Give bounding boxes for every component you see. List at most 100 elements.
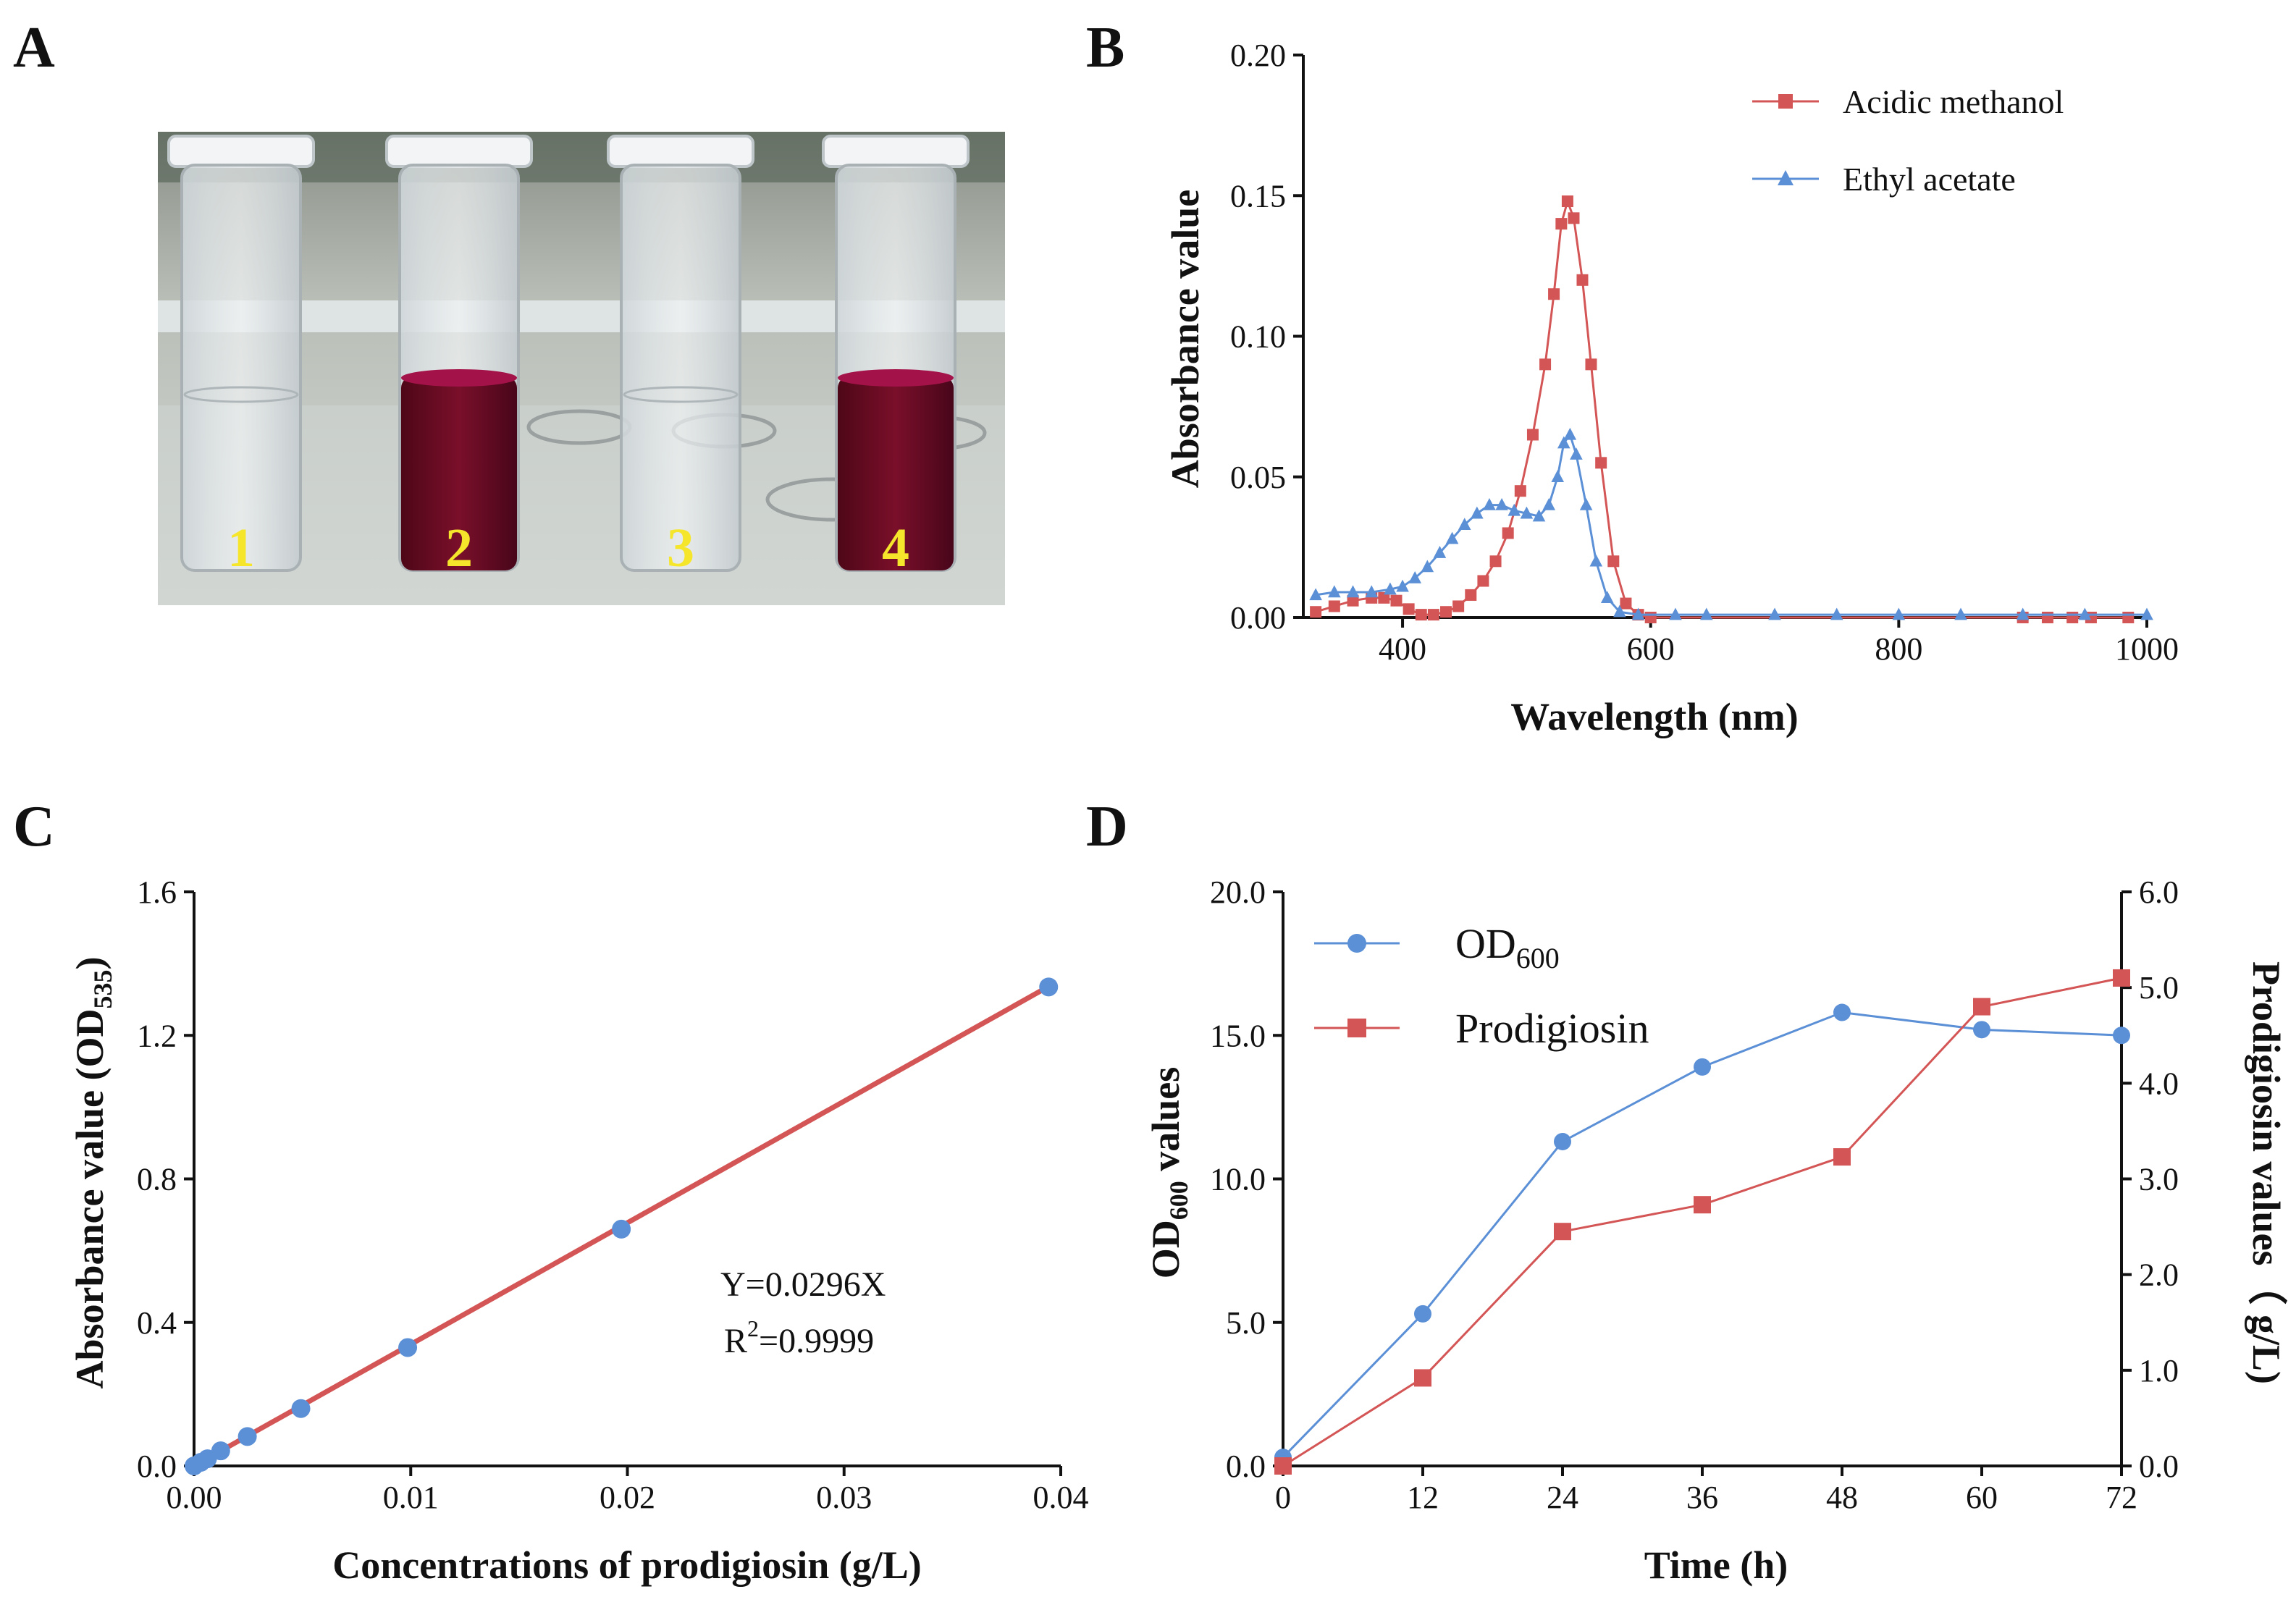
chart-c-ylabel-sub: 535 xyxy=(88,969,117,1008)
chart-b-point xyxy=(1384,582,1397,595)
legend-label-main: Prodigiosin xyxy=(1455,1005,1649,1052)
chart-b-point xyxy=(2041,612,2053,623)
panel-letter-a: A xyxy=(13,16,55,80)
tubes: 1 2 3 4 xyxy=(167,135,970,578)
chart-b-point xyxy=(1570,447,1583,460)
chart-d-xtick-label: 36 xyxy=(1686,1480,1718,1515)
panel-a: A xyxy=(13,16,1005,605)
legend-marker xyxy=(1347,1019,1366,1037)
tube-1: 1 xyxy=(167,135,315,578)
chart-d-xtick-label: 48 xyxy=(1826,1480,1858,1515)
chart-d-axes: 0.0 5.0 10.0 15.0 20.0 0.0 1.0 2.0 3.0 4.0 5.0 6.0 0… xyxy=(1210,874,2179,1515)
chart-b-ylabel: Absorbance value xyxy=(1164,190,1207,489)
chart-b-point xyxy=(1458,518,1471,530)
chart-d-ylabel-left-rest: values xyxy=(1144,1067,1187,1181)
chart-d-ytick-left-label: 15.0 xyxy=(1210,1018,1266,1053)
tube-2: 2 xyxy=(385,135,533,578)
chart-b-point xyxy=(1555,218,1568,230)
chart-b-point xyxy=(1561,195,1573,208)
chart-c-ytick-label: 1.6 xyxy=(137,874,177,910)
chart-d-xtick-label: 12 xyxy=(1407,1480,1439,1515)
chart-d-ytick-right-label: 3.0 xyxy=(2139,1162,2179,1197)
tube-cap xyxy=(822,135,970,168)
chart-b-point xyxy=(2122,612,2135,623)
tube-label: 1 xyxy=(227,518,255,578)
chart-d-series xyxy=(1274,969,2130,1475)
chart-b-point xyxy=(1328,585,1341,598)
chart-b-point xyxy=(1365,585,1379,598)
chart-b-point xyxy=(1408,571,1421,583)
chart-c-point xyxy=(211,1441,230,1461)
chart-d-point xyxy=(1694,1058,1711,1076)
chart-b-point xyxy=(1483,498,1496,510)
chart-c-xtick-label: 0.02 xyxy=(600,1480,655,1515)
tube-meniscus xyxy=(183,386,299,403)
chart-d-xtick-label: 60 xyxy=(1966,1480,1998,1515)
chart-b-point xyxy=(1613,604,1626,618)
chart-d-point xyxy=(1414,1305,1431,1323)
chart-b-point xyxy=(1477,575,1489,587)
panel-letter-b: B xyxy=(1086,16,1124,80)
chart-b-point xyxy=(1607,555,1620,568)
chart-d-point xyxy=(2113,969,2130,987)
tube-cap xyxy=(167,135,315,168)
chart-d-point xyxy=(1694,1196,1711,1214)
chart-c-xtick-label: 0.04 xyxy=(1033,1480,1089,1515)
chart-d-point xyxy=(1274,1457,1292,1475)
chart-c-ylabel-main: Absorbance value (OD xyxy=(68,1008,112,1388)
chart-d-point xyxy=(2113,1027,2130,1045)
chart-d-ytick-left-label: 10.0 xyxy=(1210,1162,1266,1197)
chart-b-point xyxy=(1631,607,1645,620)
chart-d-ytick-right-label: 2.0 xyxy=(2139,1257,2179,1293)
panel-letter-c: C xyxy=(13,795,55,859)
tube-photo: 1 2 3 4 xyxy=(158,132,1005,605)
chart-d-line-2 xyxy=(1282,977,2122,1467)
chart-d-xtick-label: 0 xyxy=(1275,1480,1291,1515)
chart-b-line-1 xyxy=(1315,198,2129,619)
chart-b-point xyxy=(1557,436,1570,449)
chart-b-point xyxy=(1507,503,1521,516)
chart-b-point xyxy=(1768,607,1781,620)
chart-d-ylabel-left-sub: 600 xyxy=(1164,1181,1193,1220)
tube-meniscus xyxy=(623,386,739,403)
chart-b-point xyxy=(1954,607,1967,620)
chart-b-point xyxy=(1568,212,1580,224)
chart-d-point xyxy=(1973,998,1990,1016)
chart-d-xlabel: Time (h) xyxy=(1644,1543,1788,1587)
legend-label-main: OD xyxy=(1455,920,1516,967)
chart-b-point xyxy=(1514,485,1526,497)
chart-b-point xyxy=(1551,470,1565,482)
chart-b-xtick-label: 800 xyxy=(1875,631,1922,667)
chart-b-point xyxy=(1892,607,1906,620)
tube-body xyxy=(620,164,741,572)
chart-b-xtick-label: 400 xyxy=(1379,631,1426,667)
panel-d: D 0.0 5.0 10.0 15.0 20.0 0.0 1.0 2.0 3.0 4.0 5.0 6.… xyxy=(1086,795,2288,1587)
chart-d-point xyxy=(1554,1132,1571,1150)
tube-pigment xyxy=(401,376,517,570)
chart-b-point xyxy=(1347,594,1359,607)
chart-d-ytick-right-label: 6.0 xyxy=(2139,874,2179,910)
chart-d-point xyxy=(1833,1148,1851,1166)
chart-b-line-2 xyxy=(1315,432,2147,616)
chart-c-ytick-label: 0.8 xyxy=(137,1162,177,1197)
chart-c-r-squared: R2=0.9999 xyxy=(724,1315,874,1360)
chart-b-point xyxy=(1589,554,1603,567)
tube-body xyxy=(180,164,302,572)
tube-meniscus xyxy=(401,369,517,387)
chart-d-point xyxy=(1554,1223,1571,1241)
chart-b-point xyxy=(1403,603,1415,615)
panel-c: C 0.0 0.4 0.8 1.2 1.6 0.00 0.01 0.02 0.03 0.04 Co… xyxy=(13,795,1089,1587)
chart-b-point xyxy=(1669,607,1682,620)
chart-d-point xyxy=(1973,1021,1990,1039)
chart-b-point xyxy=(1310,606,1322,618)
chart-b-point xyxy=(1328,600,1340,612)
chart-b-point xyxy=(1579,498,1593,510)
tube-meniscus xyxy=(838,369,954,387)
chart-b-point xyxy=(1563,427,1577,440)
chart-b-point xyxy=(2016,607,2030,620)
chart-b-ytick-label: 0.05 xyxy=(1230,460,1286,495)
chart-c-r-prefix: R xyxy=(724,1322,747,1360)
chart-c-xlabel: Concentrations of prodigiosin (g/L) xyxy=(332,1543,922,1587)
chart-b-point xyxy=(1539,358,1552,371)
chart-c-series xyxy=(185,977,1059,1475)
